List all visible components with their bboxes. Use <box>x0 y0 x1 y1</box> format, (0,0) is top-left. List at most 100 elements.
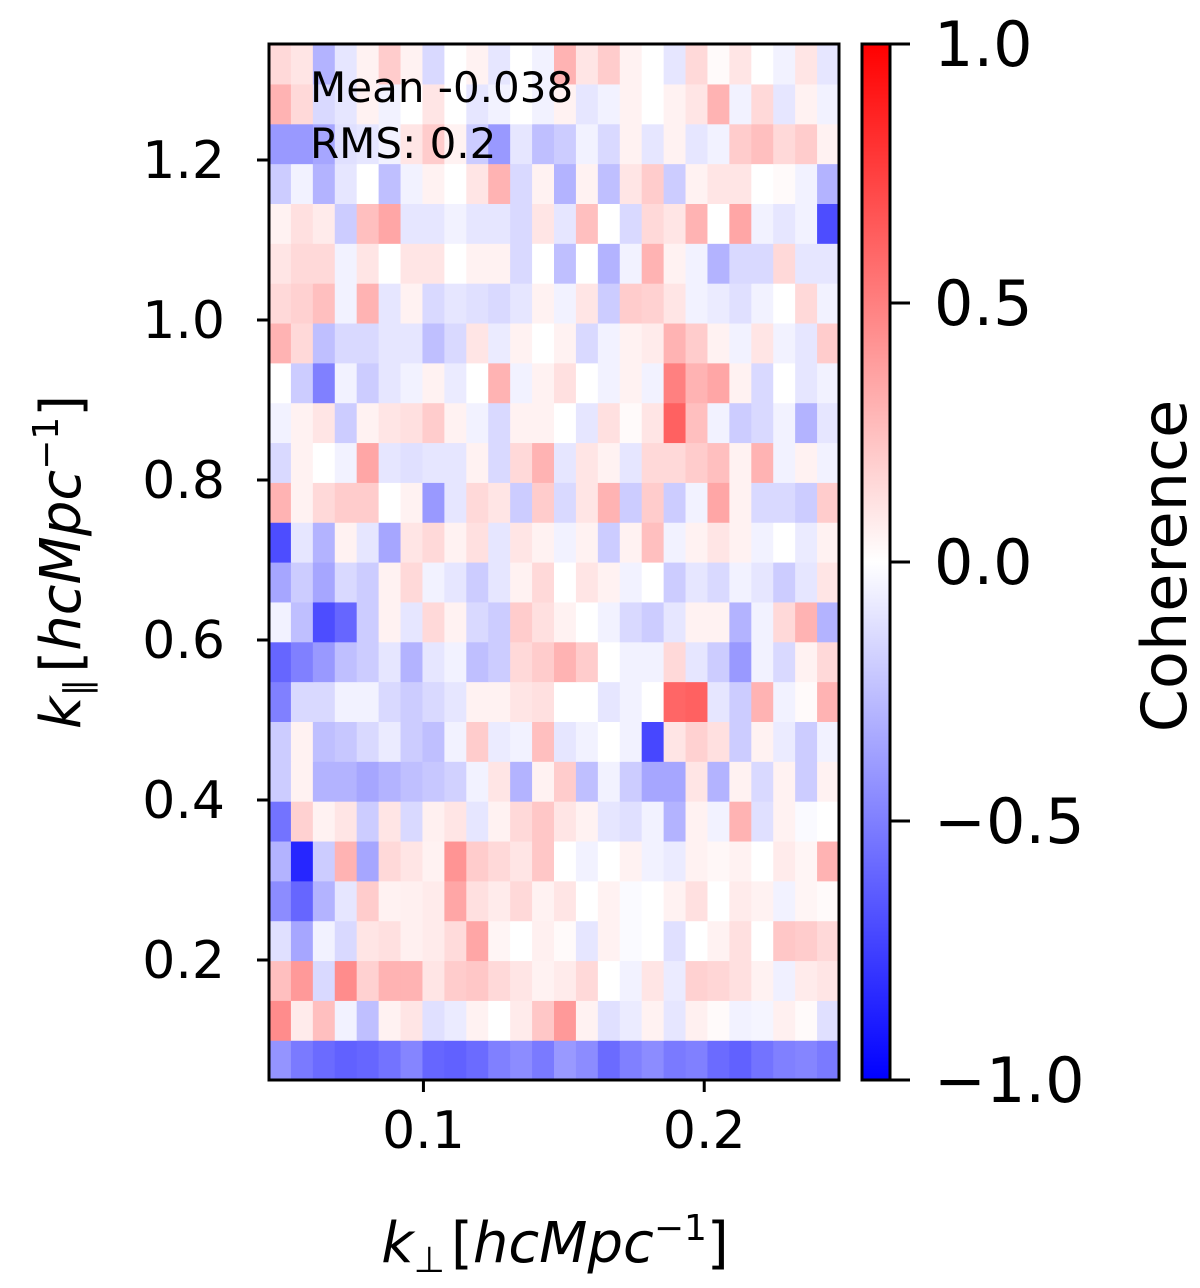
heatmap-cell <box>378 83 402 125</box>
heatmap-cell <box>444 920 467 962</box>
heatmap-cell <box>554 44 577 85</box>
heatmap-cell <box>619 840 643 882</box>
heatmap-cell <box>532 44 555 85</box>
heatmap-cell <box>444 1000 467 1041</box>
heatmap-cell <box>619 1000 643 1041</box>
heatmap-cell <box>378 283 402 324</box>
heatmap-cell <box>334 880 358 922</box>
heatmap-cell <box>444 601 467 643</box>
heatmap-cell <box>575 362 599 404</box>
heatmap-cell <box>751 960 774 1001</box>
heatmap-cell <box>817 482 840 523</box>
heatmap-cell <box>290 163 314 204</box>
heatmap-cell <box>466 44 489 85</box>
mean-annotation: Mean -0.038 <box>310 63 573 112</box>
heatmap-cell <box>575 203 599 244</box>
heatmap-cell <box>773 283 796 324</box>
heatmap-cell <box>422 1040 445 1081</box>
heatmap-cell <box>751 880 774 922</box>
heatmap-cell <box>554 163 577 204</box>
heatmap-cell <box>817 721 840 762</box>
heatmap-cell <box>729 960 752 1001</box>
heatmap-cell <box>510 801 533 842</box>
heatmap-cell <box>334 203 358 244</box>
heatmap-cell <box>488 801 511 842</box>
heatmap-cell <box>334 681 358 722</box>
heatmap-cell <box>510 1040 533 1081</box>
heatmap-cell <box>817 641 840 683</box>
heatmap-cell <box>751 283 774 324</box>
heatmap-cell <box>641 801 665 842</box>
heatmap-cell <box>510 123 533 165</box>
heatmap-cell <box>795 203 818 244</box>
heatmap-cell <box>729 601 752 643</box>
heatmap-cells <box>269 44 840 1081</box>
heatmap-cell <box>488 123 511 165</box>
heatmap-cell <box>510 482 533 523</box>
heatmap-cell <box>619 641 643 683</box>
heatmap-cell <box>532 163 555 204</box>
heatmap-cell <box>334 44 358 85</box>
heatmap-cell <box>378 562 402 603</box>
heatmap-cell <box>619 322 643 364</box>
heatmap-cell <box>773 203 796 244</box>
heatmap-cell <box>707 960 730 1001</box>
heatmap-cell <box>400 402 424 444</box>
heatmap-cell <box>422 801 445 842</box>
heatmap-cell <box>685 83 709 125</box>
heatmap-cell <box>334 801 358 842</box>
heatmap-cell <box>707 44 730 85</box>
heatmap-cell <box>510 1000 533 1041</box>
heatmap-cell <box>663 601 687 643</box>
heatmap-cell <box>817 362 840 404</box>
heatmap-cell <box>400 840 424 882</box>
heatmap-cell <box>488 761 511 802</box>
heatmap-cell <box>400 123 424 165</box>
heatmap-cell <box>356 402 380 444</box>
heatmap-cell <box>575 163 599 204</box>
heatmap-cell <box>422 482 445 523</box>
heatmap-cell <box>575 123 599 165</box>
heatmap-cell <box>707 482 730 523</box>
heatmap-cell <box>597 44 621 85</box>
heatmap-cell <box>290 920 314 962</box>
colorbar-tick-label: −1.0 <box>934 1044 1085 1117</box>
heatmap-cell <box>817 840 840 882</box>
heatmap-cell <box>290 1040 314 1081</box>
heatmap-cell <box>269 362 292 404</box>
heatmap-cell <box>488 402 511 444</box>
heatmap-cell <box>575 83 599 125</box>
heatmap-cell <box>334 243 358 284</box>
heatmap-cell <box>356 362 380 404</box>
heatmap-cell <box>795 163 818 204</box>
heatmap-cell <box>378 840 402 882</box>
heatmap-cell <box>378 123 402 165</box>
heatmap-cell <box>729 44 752 85</box>
heatmap-cell <box>444 123 467 165</box>
heatmap-cell <box>641 283 665 324</box>
heatmap-cell <box>378 322 402 364</box>
heatmap-cell <box>290 960 314 1001</box>
heatmap-cell <box>269 402 292 444</box>
heatmap-cell <box>554 243 577 284</box>
heatmap-cell <box>575 721 599 762</box>
heatmap-cell <box>773 960 796 1001</box>
heatmap-cell <box>290 801 314 842</box>
heatmap-cell <box>597 880 621 922</box>
heatmap-cell <box>817 880 840 922</box>
heatmap-cell <box>795 681 818 722</box>
heatmap-cell <box>269 83 292 125</box>
heatmap-cell <box>795 920 818 962</box>
heatmap-cell <box>532 562 555 603</box>
heatmap-cell <box>685 681 709 722</box>
heatmap-cell <box>597 283 621 324</box>
heatmap-cell <box>400 482 424 523</box>
heatmap-cell <box>444 1040 467 1081</box>
heatmap-cell <box>444 163 467 204</box>
heatmap-cell <box>466 681 489 722</box>
y-tick-label: 1.0 <box>142 291 225 351</box>
heatmap-cell <box>597 482 621 523</box>
heatmap-cell <box>444 44 467 85</box>
heatmap-cell <box>619 44 643 85</box>
heatmap-cell <box>641 322 665 364</box>
